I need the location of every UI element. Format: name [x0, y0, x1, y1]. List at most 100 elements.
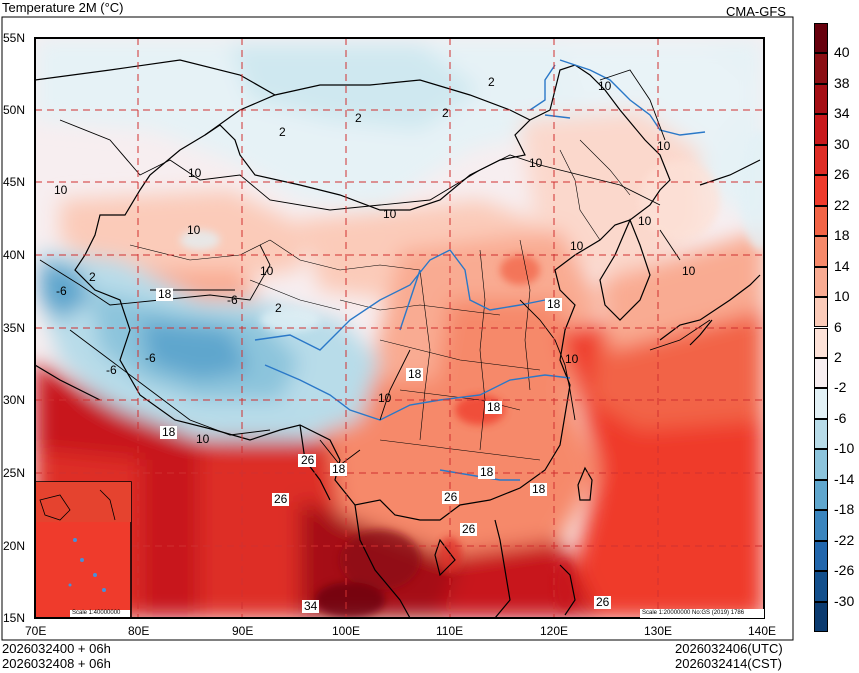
contours — [39, 69, 711, 466]
colorbar-label: 38 — [834, 74, 850, 91]
lon-label-140e: 140E — [748, 624, 777, 638]
model-source: CMA-GFS — [726, 4, 786, 19]
colorbar-label: -2 — [834, 379, 847, 396]
colorbar-label: 26 — [834, 166, 850, 183]
contour-label: -6 — [56, 284, 67, 298]
graticule — [35, 38, 764, 618]
init-time-utc: 2026032400 + 06h — [2, 641, 111, 656]
lon-label-130e: 130E — [644, 624, 673, 638]
contour-label: 26 — [272, 492, 290, 506]
scale-box — [640, 609, 764, 618]
lat-label-55n: 55N — [3, 31, 26, 45]
contour-label: 18 — [485, 400, 503, 414]
colorbar-swatch — [814, 266, 828, 298]
contour-label: 10 — [260, 264, 274, 278]
lon-label-110e: 110E — [436, 624, 464, 638]
colorbar-label: 40 — [834, 44, 850, 61]
contour-label: 10 — [565, 352, 579, 366]
lat-label-15n: 15N — [3, 611, 26, 625]
contour-label: 2 — [488, 75, 495, 89]
colorbar-label: 18 — [834, 227, 850, 244]
contour-label: 2 — [355, 111, 362, 125]
contour-label: 18 — [530, 482, 548, 496]
colorbar-swatch — [814, 327, 828, 358]
colorbar-swatch — [814, 236, 828, 267]
colorbar-swatch — [814, 114, 828, 145]
contour-label: 10 — [529, 156, 543, 170]
colorbar-swatch — [814, 205, 828, 237]
contour-label: 10 — [378, 391, 392, 405]
contour-label: 18 — [156, 287, 174, 301]
valid-time-cst: 2026032414(CST) — [675, 656, 782, 671]
inset-map — [34, 481, 132, 619]
colorbar-label: -10 — [834, 440, 855, 457]
contour-label: 34 — [302, 599, 320, 613]
colorbar-swatch — [814, 510, 828, 541]
contour-label: 2 — [279, 125, 286, 139]
contour-label: 26 — [460, 522, 478, 536]
lat-label-40n: 40N — [3, 248, 26, 262]
colorbar-swatch — [814, 540, 828, 572]
contour-label: 18 — [478, 465, 496, 479]
colorbar-label: -18 — [834, 501, 855, 518]
contour-label: 10 — [188, 166, 202, 180]
contour-label: -6 — [227, 293, 238, 307]
colorbar-label: -6 — [834, 409, 847, 426]
contour-label: 10 — [598, 79, 612, 93]
colorbar-swatch — [814, 23, 828, 54]
contour-label: -6 — [106, 363, 117, 377]
temperature-field — [35, 38, 764, 618]
valid-time-utc: 2026032406(UTC) — [675, 641, 783, 656]
contour-label: 10 — [638, 214, 652, 228]
colorbar-label: 6 — [834, 318, 842, 335]
colorbar-swatch — [814, 571, 828, 602]
contour-label: 10 — [682, 264, 696, 278]
colorbar-swatch — [814, 297, 828, 328]
colorbar-swatch — [814, 175, 828, 206]
contour-label: 26 — [442, 490, 460, 504]
contour-label: 26 — [594, 595, 612, 609]
lon-label-70e: 70E — [25, 624, 47, 638]
scale-note: Scale 1:20000000 No:GS (2019) 1786 — [642, 610, 745, 616]
colorbar-label: 34 — [834, 105, 850, 122]
contour-label: 10 — [570, 239, 584, 253]
colorbar-swatch — [814, 601, 828, 632]
contour-label: 10 — [187, 223, 201, 237]
contour-label: 2 — [275, 301, 282, 315]
lat-label-45n: 45N — [3, 175, 26, 189]
lat-label-20n: 20N — [3, 539, 26, 553]
outer-frame — [1, 16, 794, 641]
colorbar-swatch — [814, 83, 828, 115]
contour-label: 18 — [160, 425, 178, 439]
colorbar-label: -14 — [834, 470, 855, 487]
contour-label: 10 — [657, 139, 671, 153]
inset-scale-label: Scale 1:40000000 — [72, 610, 121, 616]
lat-label-25n: 25N — [3, 466, 26, 480]
contour-label: 18 — [545, 297, 563, 311]
contour-label: 18 — [406, 367, 424, 381]
contour-label: -6 — [145, 351, 156, 365]
colorbar-swatch — [814, 388, 828, 419]
lat-label-35n: 35N — [3, 321, 26, 335]
lon-label-100e: 100E — [332, 624, 361, 638]
lon-label-90e: 90E — [232, 624, 254, 638]
lat-label-30n: 30N — [3, 393, 26, 407]
colorbar-label: 30 — [834, 135, 850, 152]
colorbar-label: 22 — [834, 196, 850, 213]
contour-label: 10 — [196, 432, 210, 446]
contour-label: 2 — [89, 270, 96, 284]
contour-label: 2 — [442, 106, 449, 120]
map-title: Temperature 2M (°C) — [2, 0, 124, 15]
map-frame — [34, 37, 765, 619]
borders — [35, 59, 761, 618]
colorbar-swatch — [814, 53, 828, 84]
colorbar-swatch — [814, 144, 828, 176]
colorbar-label: 2 — [834, 348, 842, 365]
colorbar-swatch — [814, 418, 828, 450]
colorbar-label: -26 — [834, 562, 855, 579]
lon-label-80e: 80E — [128, 624, 150, 638]
colorbar-label: 14 — [834, 257, 850, 274]
colorbar-label: 10 — [834, 288, 850, 305]
contour-label: 18 — [330, 462, 348, 476]
